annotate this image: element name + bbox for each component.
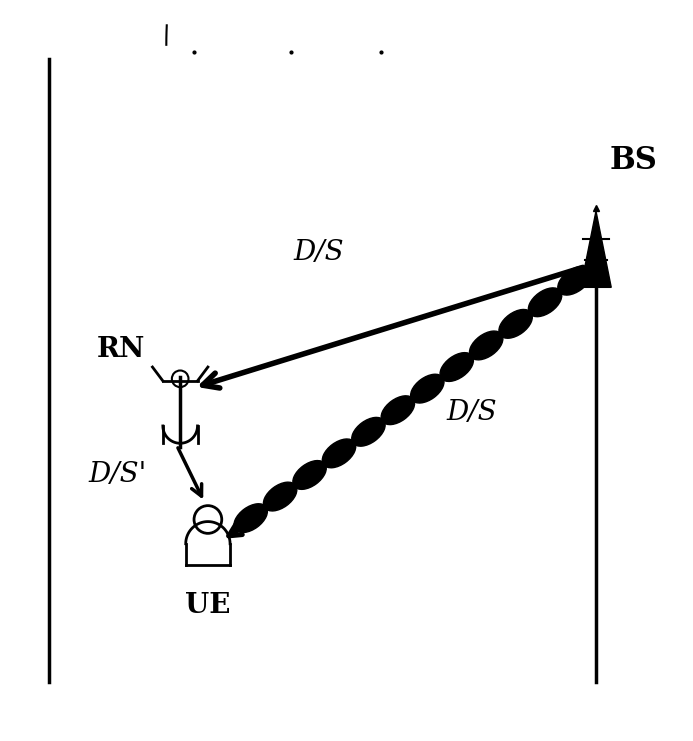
Text: D/S: D/S: [293, 239, 344, 266]
Text: BS: BS: [610, 145, 658, 176]
Ellipse shape: [322, 439, 356, 468]
Text: D/S': D/S': [89, 461, 147, 488]
Ellipse shape: [381, 396, 414, 425]
Ellipse shape: [293, 461, 326, 489]
Ellipse shape: [411, 374, 444, 403]
Ellipse shape: [528, 288, 562, 316]
Text: UE: UE: [185, 592, 231, 619]
Ellipse shape: [234, 504, 267, 533]
Text: RN: RN: [97, 336, 146, 363]
Ellipse shape: [469, 331, 503, 360]
Ellipse shape: [263, 482, 297, 511]
Ellipse shape: [558, 266, 591, 295]
Ellipse shape: [352, 417, 385, 446]
Polygon shape: [581, 211, 611, 288]
Ellipse shape: [440, 353, 473, 382]
Ellipse shape: [499, 310, 532, 338]
Text: D/S: D/S: [446, 399, 497, 425]
